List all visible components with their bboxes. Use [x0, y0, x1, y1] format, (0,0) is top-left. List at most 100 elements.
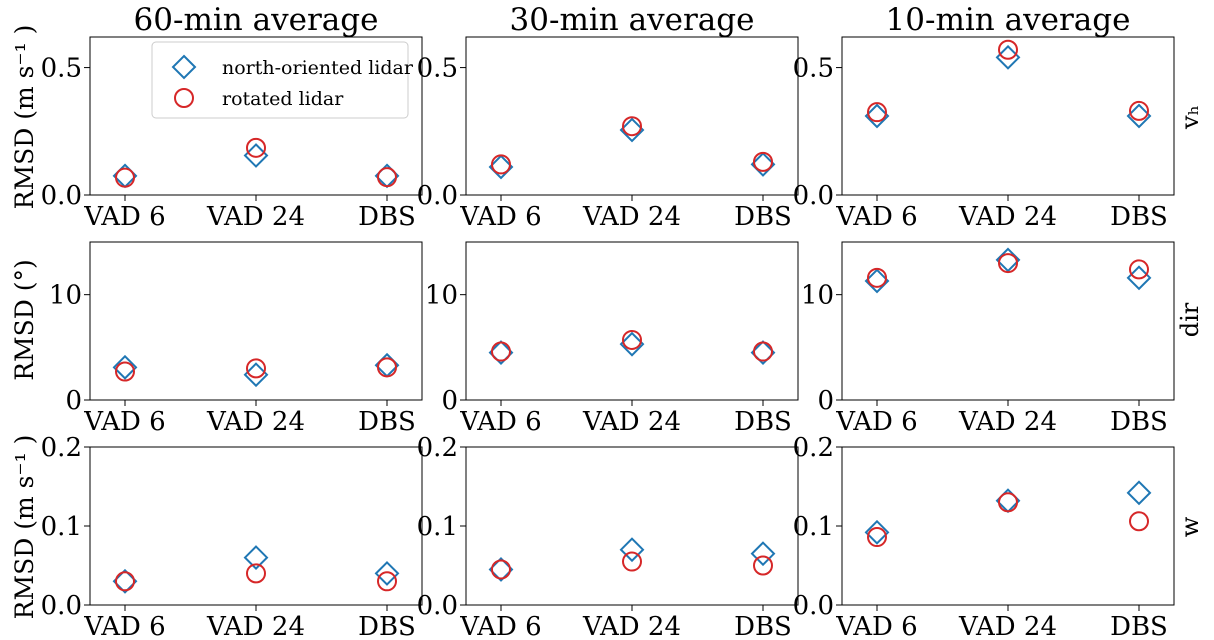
x-tick-label: DBS: [358, 407, 416, 437]
y-tick-label: 0.5: [793, 54, 834, 84]
x-tick-label: DBS: [1110, 612, 1168, 640]
point-north-oriented-2: [750, 152, 776, 177]
point-north-oriented-1: [619, 537, 645, 563]
x-tick-label: DBS: [1110, 407, 1168, 437]
x-tick-label: VAD 6: [459, 407, 541, 437]
y-axis-labels: RMSD (m s⁻¹ ) RMSD (°) RMSD (m s⁻¹ ): [10, 25, 39, 620]
x-tick-label: DBS: [734, 202, 792, 232]
point-rotated-2: [1129, 259, 1149, 280]
panel-w-60min: 0.0 0.1 0.2 VAD 6 VAD 24 DBS: [41, 433, 423, 640]
y-tick-label: 0.1: [417, 512, 458, 542]
point-rotated-1: [998, 39, 1018, 60]
legend-diamond-icon: [171, 54, 197, 80]
point-rotated-2: [1129, 100, 1149, 121]
x-tick-label: VAD 24: [206, 612, 305, 640]
x-tick-label: VAD 6: [83, 407, 165, 437]
point-north-oriented-2: [750, 541, 776, 567]
y-axis-label-w: RMSD (m s⁻¹ ): [10, 435, 39, 620]
row-label-dir: dir: [1176, 302, 1204, 337]
y-tick-label: 0.5: [41, 54, 82, 84]
point-rotated-2: [753, 341, 773, 362]
point-north-oriented-2: [1126, 103, 1152, 129]
panel-frame: [89, 446, 423, 606]
x-tick-label: VAD 24: [958, 407, 1057, 437]
point-north-oriented-0: [488, 557, 514, 582]
panel-frame: [841, 36, 1175, 196]
point-north-oriented-0: [112, 568, 138, 594]
panel-dir-10min: 0 10 VAD 6 VAD 24 DBS: [801, 241, 1175, 437]
x-tick-label: DBS: [358, 612, 416, 640]
panel-vh-60min: 0.0 0.5 VAD 6 VAD 24 DBS: [41, 36, 423, 232]
y-tick-label: 0.1: [793, 512, 834, 542]
legend-entry-north-oriented: north-oriented lidar: [171, 54, 414, 80]
point-rotated-1: [246, 358, 266, 379]
point-north-oriented-1: [995, 44, 1021, 70]
row-label-vh: vₕ: [1176, 105, 1204, 130]
legend-circle-icon: [174, 88, 194, 108]
x-tick-label: VAD 24: [582, 407, 681, 437]
row-labels: vₕ dir w: [1176, 105, 1204, 537]
x-tick-label: VAD 24: [958, 612, 1057, 640]
panel-w-10min: 0.0 0.1 0.2 VAD 6 VAD 24 DBS: [793, 433, 1175, 640]
point-north-oriented-1: [995, 247, 1021, 273]
x-tick-label: VAD 24: [206, 407, 305, 437]
x-tick-label: DBS: [358, 202, 416, 232]
legend-entry-rotated: rotated lidar: [174, 88, 344, 110]
point-north-oriented-1: [619, 331, 645, 357]
x-tick-label: VAD 24: [206, 202, 305, 232]
panel-vh-30min: 0.0 0.5 VAD 6 VAD 24 DBS: [417, 36, 799, 232]
point-north-oriented-0: [112, 354, 138, 380]
legend-frame: [151, 41, 409, 119]
column-title-60min: 60-min average: [134, 2, 379, 38]
panel-frame: [89, 241, 423, 401]
x-tick-label: VAD 6: [835, 202, 917, 232]
y-tick-label: 0.1: [41, 512, 82, 542]
point-north-oriented-1: [243, 143, 269, 168]
legend-label-north-oriented: north-oriented lidar: [222, 57, 414, 79]
x-tick-label: VAD 24: [582, 612, 681, 640]
y-tick-label: 0.0: [793, 181, 834, 211]
point-rotated-1: [246, 563, 266, 584]
point-rotated-0: [491, 341, 511, 362]
panel-frame: [841, 241, 1175, 401]
panel-w-30min: 0.0 0.1 0.2 VAD 6 VAD 24 DBS: [417, 433, 799, 640]
point-north-oriented-0: [488, 154, 514, 180]
y-tick-label: 10: [425, 281, 458, 311]
panel-frame: [465, 241, 799, 401]
point-north-oriented-0: [864, 103, 890, 129]
point-rotated-1: [622, 329, 642, 350]
panel-dir-60min: 0 10 VAD 6 VAD 24 DBS: [49, 241, 423, 437]
y-tick-label: 0.2: [793, 433, 834, 463]
y-tick-label: 10: [801, 281, 834, 311]
panel-vh-10min: 0.0 0.5 VAD 6 VAD 24 DBS: [793, 36, 1175, 232]
point-rotated-0: [867, 267, 887, 288]
point-north-oriented-2: [750, 340, 776, 366]
y-tick-label: 0.0: [793, 591, 834, 621]
legend: north-oriented lidar rotated lidar: [151, 41, 414, 119]
y-tick-label: 0.0: [41, 181, 82, 211]
panel-dir-30min: 0 10 VAD 6 VAD 24 DBS: [425, 241, 799, 437]
point-north-oriented-0: [864, 268, 890, 294]
column-titles: 60-min average 30-min average 10-min ave…: [134, 2, 1131, 38]
row-label-w: w: [1176, 516, 1204, 537]
point-rotated-0: [115, 571, 135, 592]
point-rotated-0: [115, 167, 135, 188]
point-rotated-0: [115, 361, 135, 382]
point-rotated-2: [753, 151, 773, 172]
point-north-oriented-1: [619, 117, 645, 143]
y-tick-label: 0.5: [417, 54, 458, 84]
y-tick-label: 0: [817, 386, 834, 416]
y-axis-label-dir: RMSD (°): [10, 259, 39, 381]
point-north-oriented-0: [488, 340, 514, 366]
point-rotated-1: [998, 253, 1018, 274]
point-north-oriented-0: [864, 519, 890, 545]
y-tick-label: 0.0: [41, 591, 82, 621]
point-rotated-1: [622, 551, 642, 572]
point-north-oriented-1: [243, 362, 269, 388]
point-rotated-0: [867, 527, 887, 548]
x-tick-label: VAD 6: [459, 202, 541, 232]
point-rotated-1: [998, 492, 1018, 513]
point-rotated-2: [377, 357, 397, 378]
